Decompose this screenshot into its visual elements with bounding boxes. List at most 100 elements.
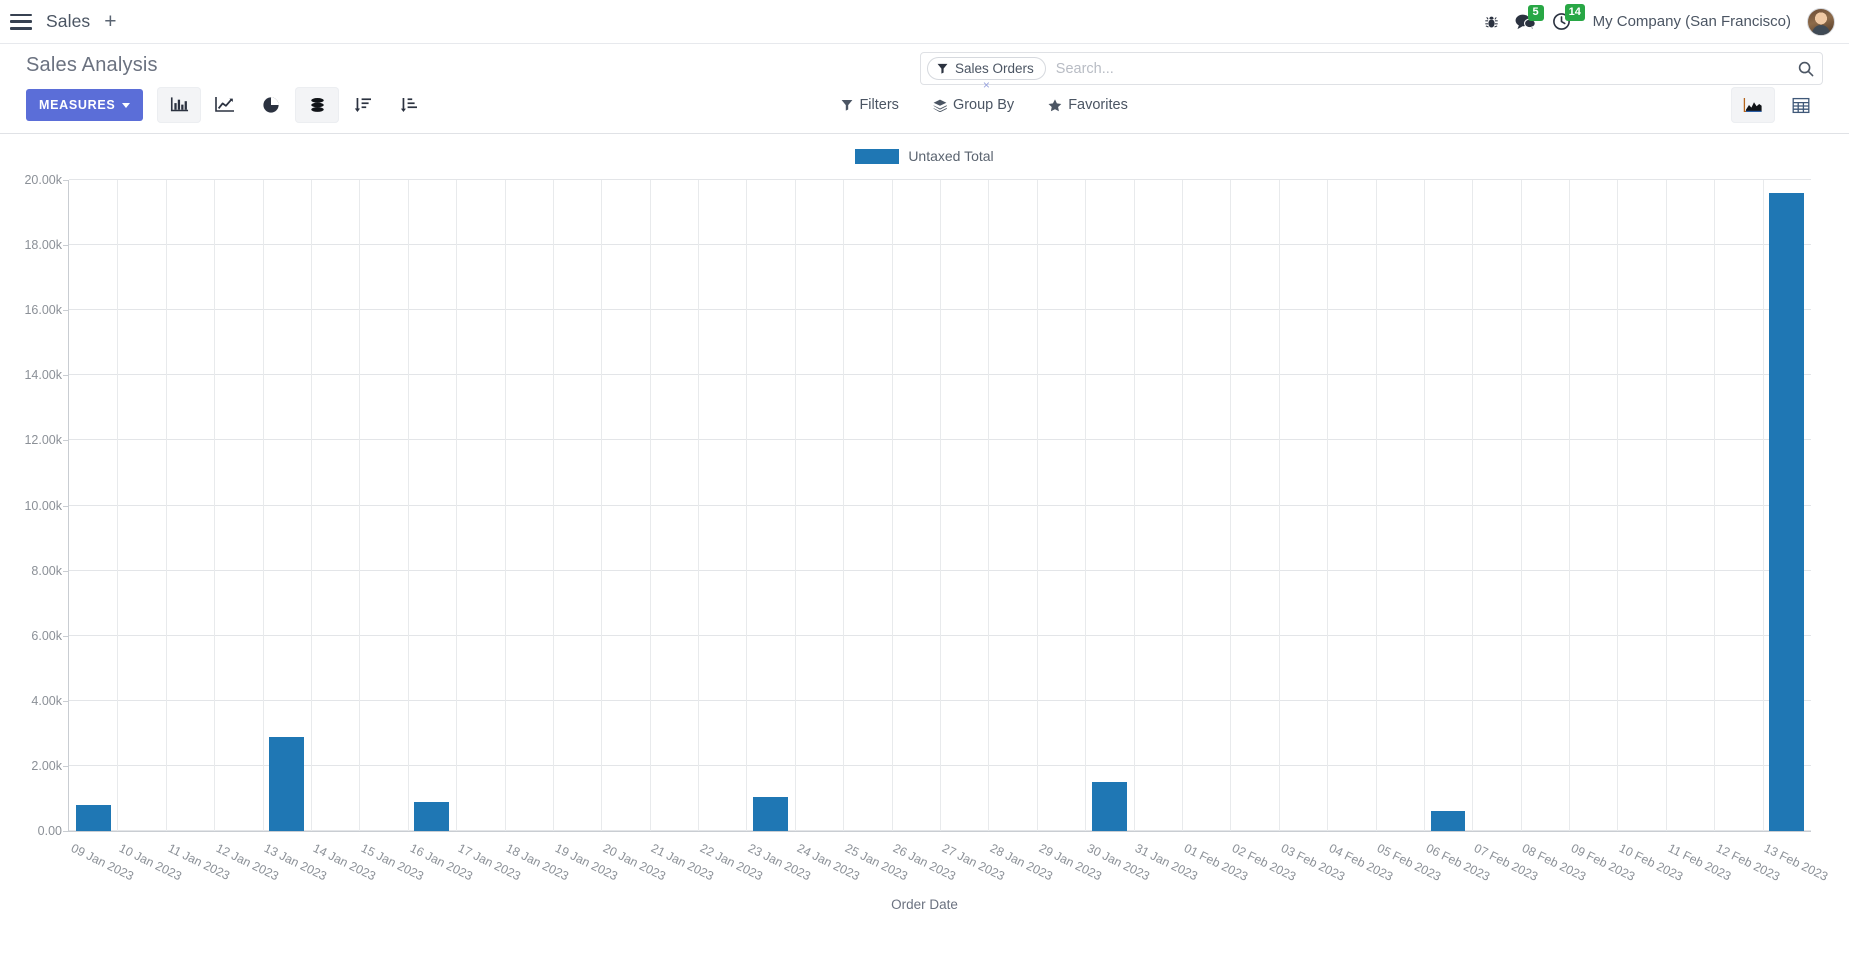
gridline-vertical [1036, 180, 1038, 831]
y-axis-tick-label: 20.00k [24, 173, 69, 187]
gridline-vertical [1327, 180, 1329, 831]
navbar-systray: 5 14 My Company (San Francisco) [1484, 4, 1835, 36]
chart-bar[interactable] [414, 801, 450, 831]
gridline-vertical [988, 180, 990, 831]
y-axis-tick-label: 8.00k [31, 563, 69, 578]
chart-bar[interactable] [1091, 782, 1127, 831]
sort-descending-icon [355, 98, 372, 112]
pivot-view-button[interactable] [1779, 87, 1823, 123]
gridline-vertical [407, 180, 409, 831]
y-axis-tick-label: 14.00k [24, 368, 69, 383]
y-axis-tick-label: 6.00k [31, 628, 69, 643]
x-axis-title: Order Date [891, 897, 958, 912]
y-axis-tick-label: 16.00k [24, 303, 69, 318]
gridline-horizontal [69, 179, 1811, 180]
chart-bar[interactable] [753, 796, 789, 831]
y-axis-tick-label: 12.00k [24, 433, 69, 448]
gridline-vertical [1472, 180, 1474, 831]
hamburger-menu-icon[interactable] [10, 13, 32, 30]
pivot-table-icon [1792, 97, 1810, 113]
bar-chart-view-button[interactable] [157, 87, 202, 123]
chart-bar[interactable] [75, 804, 111, 831]
control-panel-row: MEASURES [26, 87, 1823, 123]
gridline-vertical [456, 180, 458, 831]
y-axis-tick-label: 18.00k [24, 238, 69, 253]
gridline-vertical [698, 180, 700, 831]
messages-badge: 5 [1527, 4, 1544, 21]
gridline-vertical [165, 180, 167, 831]
legend-label: Untaxed Total [908, 148, 994, 164]
gridline-vertical [1617, 180, 1619, 831]
chevron-down-icon [122, 102, 131, 108]
graph-view-button[interactable] [1731, 87, 1775, 123]
favorites-button[interactable]: Favorites [1048, 97, 1128, 113]
star-icon [1048, 98, 1062, 111]
gridline-vertical [214, 180, 216, 831]
pie-chart-icon [263, 97, 280, 113]
pie-chart-view-button[interactable] [249, 87, 293, 123]
activities-badge: 14 [1564, 4, 1585, 21]
company-switcher[interactable]: My Company (San Francisco) [1592, 13, 1791, 30]
activities-clock-icon[interactable]: 14 [1552, 4, 1585, 31]
stacked-view-button[interactable] [295, 87, 340, 123]
gridline-vertical [940, 180, 941, 831]
gridline-vertical [1762, 180, 1764, 831]
filters-label: Filters [859, 97, 899, 113]
search-facet-sales-orders[interactable]: Sales Orders × [927, 57, 1046, 92]
new-tab-button[interactable]: + [104, 10, 117, 33]
bug-icon[interactable] [1484, 14, 1499, 30]
gridline-vertical [843, 180, 845, 831]
gridline-vertical [891, 180, 893, 831]
view-switcher [1731, 87, 1823, 123]
groupby-label: Group By [952, 97, 1015, 113]
navbar-left: Sales + [10, 11, 117, 32]
y-axis-tick-label: 0.00 [37, 824, 70, 838]
sort-descending-button[interactable] [341, 87, 385, 123]
avatar[interactable] [1807, 7, 1835, 36]
top-navbar: Sales + 5 [0, 0, 1849, 44]
gridline-vertical [1085, 180, 1087, 831]
magnifier-icon[interactable] [1798, 61, 1814, 77]
gridline-vertical [262, 180, 264, 831]
search-dropdown-links: Filters Group By Favorites [841, 97, 1128, 113]
control-panel: Sales Analysis Sales Orders × MEASURES [0, 44, 1849, 134]
graph-view-icon [1743, 98, 1762, 113]
chart-container: Untaxed Total 0.00 2.00k 4.00k 6.00k 8.00k 10… [0, 134, 1849, 924]
groupby-button[interactable]: Group By [933, 97, 1014, 113]
app-name[interactable]: Sales [46, 11, 91, 31]
filters-button[interactable]: Filters [841, 97, 899, 113]
chart-bar[interactable] [269, 736, 305, 831]
gridline-vertical [601, 180, 603, 831]
gridline-vertical [1181, 180, 1183, 831]
messages-icon[interactable]: 5 [1515, 4, 1544, 31]
gridline-vertical [1375, 180, 1377, 831]
sort-ascending-button[interactable] [387, 87, 431, 123]
gridline-vertical [359, 180, 361, 831]
search-bar[interactable]: Sales Orders × [920, 52, 1823, 92]
gridline-vertical [1423, 180, 1425, 831]
legend-swatch[interactable] [855, 148, 900, 164]
gridline-vertical [552, 180, 554, 831]
chart-plot-area[interactable]: 0.00 2.00k 4.00k 6.00k 8.00k 10.00k 12.00k 14.0… [24, 173, 1830, 884]
measures-button[interactable]: MEASURES [26, 89, 144, 121]
gridline-vertical [746, 180, 748, 831]
chart-bar[interactable] [1430, 811, 1466, 831]
filter-icon [937, 63, 948, 74]
search-input[interactable] [1045, 60, 1798, 77]
gridline-vertical [1278, 180, 1280, 831]
gridline-vertical [1714, 180, 1716, 831]
page-title: Sales Analysis [26, 54, 158, 76]
chart-bar[interactable] [1769, 193, 1805, 831]
measures-label: MEASURES [39, 98, 116, 112]
favorites-label: Favorites [1068, 97, 1128, 113]
facet-remove-icon[interactable]: × [982, 78, 990, 92]
line-chart-view-button[interactable] [203, 87, 247, 123]
y-axis-tick-label: 2.00k [31, 758, 69, 773]
gridline-vertical [1665, 180, 1667, 831]
gridline-vertical [117, 180, 119, 831]
gridline-vertical [649, 180, 651, 831]
gridline-vertical [1520, 180, 1522, 831]
layers-icon [933, 99, 947, 112]
line-chart-icon [215, 97, 235, 112]
sort-ascending-icon [401, 98, 418, 112]
